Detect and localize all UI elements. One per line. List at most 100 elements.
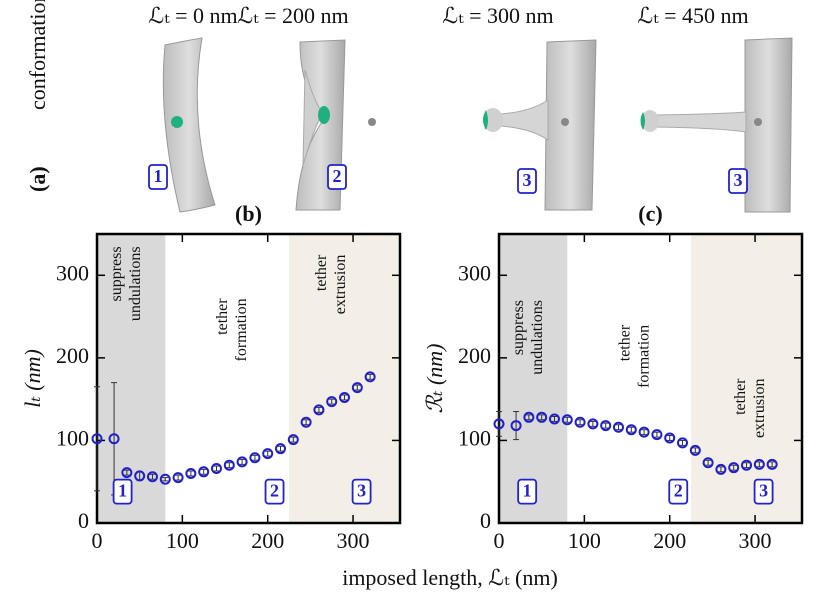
- data-point: [664, 432, 676, 444]
- stage-marker: 3: [759, 481, 768, 501]
- data-point: [741, 459, 753, 471]
- data-point: [339, 391, 351, 403]
- region-label: suppress: [108, 246, 125, 301]
- data-point: [689, 444, 701, 456]
- plot-frame: [497, 232, 804, 525]
- stage-marker-box: [517, 478, 538, 505]
- data-point: [91, 433, 103, 445]
- x-tick-label: 100: [568, 528, 601, 553]
- data-point: [587, 418, 599, 430]
- x-tick-label: 300: [739, 528, 772, 553]
- region-label: formation: [636, 325, 653, 388]
- stage-marker: 1: [523, 481, 532, 501]
- conformation-number: 1: [154, 166, 163, 186]
- stage-marker: 2: [674, 481, 683, 501]
- data-point: [493, 418, 505, 430]
- data-point: [677, 437, 689, 449]
- row-label: conformations: [25, 0, 50, 110]
- data-point: [523, 411, 535, 423]
- data-point: [146, 471, 158, 483]
- data-point: [326, 396, 338, 408]
- data-point: [548, 413, 560, 425]
- x-tick-label: 200: [653, 528, 686, 553]
- panel-label: (a): [25, 166, 50, 192]
- stage-marker-box: [753, 478, 774, 505]
- conformation-label: ℒₜ = 450 nm: [637, 3, 748, 28]
- x-tick-label: 300: [337, 528, 370, 553]
- conformation-number-box: [148, 164, 168, 190]
- region-label: tether: [214, 298, 231, 335]
- conformation-number: 3: [523, 170, 532, 190]
- conformation-number-box: [517, 168, 537, 194]
- data-point: [223, 459, 235, 471]
- data-point: [638, 426, 650, 438]
- y-tick-label: 200: [458, 343, 491, 368]
- data-point: [300, 416, 312, 428]
- conformation-number: 3: [734, 170, 743, 190]
- y-tick-label: 100: [458, 425, 491, 450]
- region-label: tether: [617, 324, 634, 361]
- y-axis-label: ℛₜ (nm): [422, 343, 447, 413]
- shaded-region: [499, 234, 568, 523]
- x-tick-label: 200: [251, 528, 284, 553]
- x-axis-label: imposed length, ℒₜ (nm): [342, 565, 558, 590]
- data-point: [574, 416, 586, 428]
- data-point: [134, 470, 146, 482]
- data-point: [159, 473, 171, 485]
- data-point: [561, 414, 573, 426]
- stage-marker-box: [112, 478, 133, 505]
- data-point: [275, 443, 287, 455]
- plot-frame: [95, 232, 402, 525]
- stage-marker-box: [668, 478, 689, 505]
- y-tick-label: 100: [56, 425, 89, 450]
- data-point: [262, 448, 274, 460]
- data-point: [536, 411, 548, 423]
- data-point: [702, 457, 714, 469]
- data-point: [236, 456, 248, 468]
- region-label: suppress: [510, 300, 527, 355]
- region-label: extrusion: [332, 255, 349, 315]
- region-label: undulations: [529, 300, 546, 375]
- stage-marker-box: [264, 478, 285, 505]
- data-point: [728, 462, 740, 474]
- data-point: [351, 382, 363, 394]
- x-tick-label: 0: [92, 528, 103, 553]
- stage-marker: 2: [270, 481, 279, 501]
- y-tick-label: 0: [78, 508, 89, 533]
- data-point: [753, 458, 765, 470]
- data-point: [651, 429, 663, 441]
- stage-marker: 1: [118, 481, 127, 501]
- data-point: [612, 421, 624, 433]
- y-axis-label: lₜ (nm): [20, 349, 45, 408]
- data-point: [766, 458, 778, 470]
- data-point: [121, 467, 133, 479]
- conformation-label: ℒₜ = 200 nm: [237, 3, 348, 28]
- region-label: tether: [313, 254, 330, 291]
- data-point: [510, 420, 522, 432]
- region-label: extrusion: [751, 379, 768, 439]
- data-point: [600, 420, 612, 432]
- panel-title: (b): [235, 201, 262, 226]
- data-point: [172, 472, 184, 484]
- data-point: [185, 467, 197, 479]
- data-point: [313, 404, 325, 416]
- region-label: tether: [732, 378, 749, 415]
- x-tick-label: 0: [494, 528, 505, 553]
- shaded-region: [691, 234, 802, 523]
- region-label: formation: [233, 298, 250, 361]
- data-point: [108, 433, 120, 445]
- data-point: [287, 434, 299, 446]
- conformation-label: ℒₜ = 300 nm: [442, 3, 553, 28]
- conformation-images: [162, 37, 793, 213]
- stage-marker-box: [351, 478, 372, 505]
- y-tick-label: 0: [480, 508, 491, 533]
- panel-title: (c): [638, 201, 662, 226]
- stage-marker: 3: [357, 481, 366, 501]
- conformation-label: ℒₜ = 0 nm: [148, 3, 237, 28]
- data-point: [364, 371, 376, 383]
- y-tick-label: 300: [56, 260, 89, 285]
- data-point: [198, 466, 210, 478]
- conformation-number-box: [327, 164, 347, 190]
- x-tick-label: 100: [166, 528, 199, 553]
